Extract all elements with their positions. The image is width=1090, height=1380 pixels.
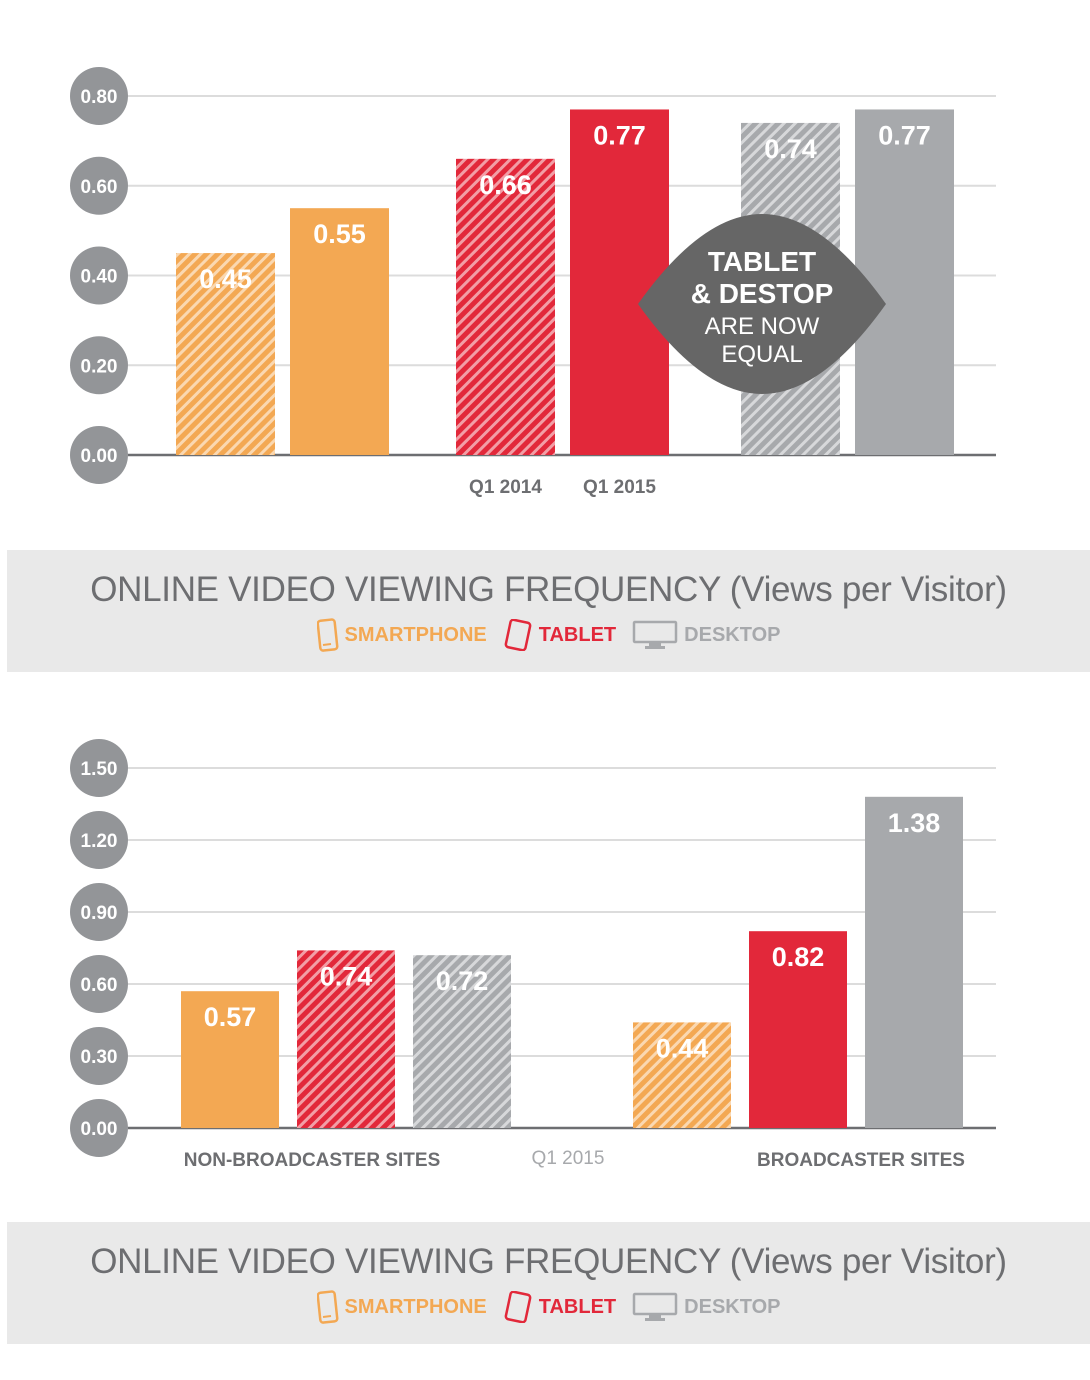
data-label: 0.45 bbox=[199, 264, 252, 294]
data-label: 0.77 bbox=[593, 120, 646, 150]
period-label: Q1 2015 bbox=[532, 1148, 605, 1169]
y-tick-badge bbox=[70, 336, 128, 395]
legend-label-desktop: DESKTOP bbox=[684, 1295, 781, 1318]
smartphone-icon bbox=[316, 618, 339, 652]
y-tick-badge bbox=[70, 739, 128, 797]
x-category-label: NON-BROADCASTER SITES bbox=[184, 1150, 441, 1171]
chart-device-comparison: 0.00 0.20 0.40 0.60 0.80 0.45 0.55 0.66 0.77 0.74… bbox=[70, 67, 996, 498]
y-tick-badge bbox=[70, 883, 128, 941]
y-tick-label: 0.80 bbox=[81, 87, 118, 108]
x-tick-label: Q1 2015 bbox=[583, 477, 656, 498]
smartphone-icon bbox=[316, 1290, 339, 1324]
tablet-bar bbox=[297, 950, 395, 1128]
desktop-bar bbox=[413, 955, 511, 1128]
data-label: 0.55 bbox=[313, 219, 366, 249]
y-tick-badge bbox=[70, 156, 128, 215]
callout-text: TABLET bbox=[708, 246, 816, 277]
tablet-bar bbox=[749, 931, 847, 1128]
callout-shape bbox=[638, 214, 886, 394]
y-tick-badge bbox=[70, 955, 128, 1013]
legend-label-tablet: TABLET bbox=[538, 623, 617, 646]
smartphone-bar bbox=[290, 208, 389, 455]
desktop-icon bbox=[632, 619, 678, 651]
legend-label-smartphone: SMARTPHONE bbox=[344, 623, 487, 646]
y-tick-label: 1.50 bbox=[81, 759, 118, 780]
y-tick-badge bbox=[70, 67, 128, 125]
legend: SMARTPHONE TABLET DESKTOP bbox=[7, 1290, 1090, 1324]
legend: SMARTPHONE TABLET DESKTOP bbox=[7, 618, 1090, 652]
data-label: 0.82 bbox=[772, 942, 825, 972]
data-label: 0.74 bbox=[764, 134, 817, 164]
chart-title: ONLINE VIDEO VIEWING FREQUENCY (Views pe… bbox=[90, 570, 1007, 609]
callout-text: ARE NOW bbox=[705, 313, 820, 340]
data-label: 0.74 bbox=[320, 961, 373, 991]
tablet-icon bbox=[503, 1291, 533, 1323]
y-tick-badge bbox=[70, 1099, 128, 1157]
legend-item-smartphone: SMARTPHONE bbox=[316, 1290, 487, 1324]
desktop-icon bbox=[632, 1291, 678, 1323]
data-label: 0.57 bbox=[204, 1002, 257, 1032]
callout-text: & DESTOP bbox=[691, 278, 834, 309]
y-tick-badge bbox=[70, 246, 128, 305]
y-tick-label: 0.20 bbox=[81, 356, 118, 377]
desktop-bar bbox=[855, 109, 954, 456]
smartphone-bar bbox=[176, 253, 275, 455]
data-label: 0.66 bbox=[479, 170, 532, 200]
y-tick-label: 0.60 bbox=[81, 177, 118, 198]
desktop-bar bbox=[865, 796, 963, 1128]
y-tick-label: 0.40 bbox=[81, 267, 118, 288]
legend-label-smartphone: SMARTPHONE bbox=[344, 1295, 487, 1318]
smartphone-bar bbox=[633, 1022, 731, 1128]
smartphone-bar bbox=[181, 991, 279, 1128]
legend-item-desktop: DESKTOP bbox=[632, 619, 780, 651]
y-tick-label: 1.20 bbox=[81, 831, 118, 852]
legend-item-smartphone: SMARTPHONE bbox=[316, 618, 487, 652]
chart-title: ONLINE VIDEO VIEWING FREQUENCY (Views pe… bbox=[90, 1242, 1007, 1281]
y-tick-label: 0.30 bbox=[81, 1047, 118, 1068]
x-category-label: BROADCASTER SITES bbox=[757, 1150, 965, 1171]
legend-item-tablet: TABLET bbox=[503, 619, 616, 651]
y-tick-label: 0.90 bbox=[81, 903, 118, 924]
data-label: 0.72 bbox=[436, 966, 489, 996]
tablet-icon bbox=[503, 619, 533, 651]
y-tick-badge bbox=[70, 1027, 128, 1085]
data-label: 0.44 bbox=[656, 1033, 709, 1063]
caption-band: ONLINE VIDEO VIEWING FREQUENCY (Views pe… bbox=[7, 550, 1090, 672]
y-tick-label: 0.00 bbox=[81, 1119, 118, 1140]
y-tick-label: 0.00 bbox=[81, 446, 118, 467]
chart-site-comparison: 0.00 0.30 0.60 0.90 1.20 1.50 0.57 0.74 0.72 0.44… bbox=[70, 739, 996, 1171]
data-label: 0.77 bbox=[878, 120, 931, 150]
callout-text: EQUAL bbox=[721, 341, 802, 368]
legend-item-desktop: DESKTOP bbox=[632, 1291, 780, 1323]
y-tick-badge bbox=[70, 426, 128, 484]
y-tick-badge bbox=[70, 811, 128, 869]
x-tick-label: Q1 2014 bbox=[469, 477, 542, 498]
y-tick-label: 0.60 bbox=[81, 975, 118, 996]
tablet-bar bbox=[570, 109, 669, 456]
data-label: 1.38 bbox=[888, 808, 941, 838]
legend-label-tablet: TABLET bbox=[538, 1295, 617, 1318]
tablet-bar bbox=[456, 158, 555, 455]
caption-band: ONLINE VIDEO VIEWING FREQUENCY (Views pe… bbox=[7, 1222, 1090, 1344]
legend-item-tablet: TABLET bbox=[503, 1291, 616, 1323]
legend-label-desktop: DESKTOP bbox=[684, 623, 781, 646]
